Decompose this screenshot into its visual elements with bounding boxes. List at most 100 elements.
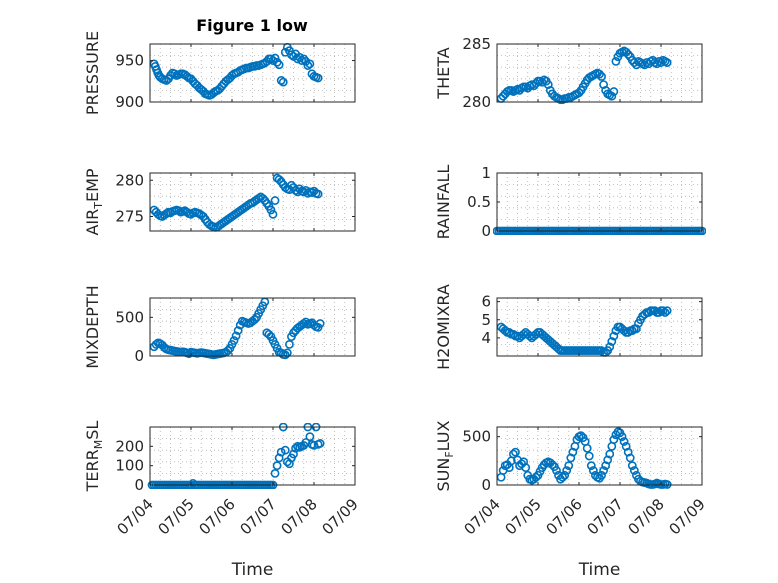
data-point xyxy=(276,76,286,85)
x-tick-label: 07/08 xyxy=(625,495,668,538)
data-point xyxy=(151,339,161,349)
data-point xyxy=(625,453,635,463)
data-point xyxy=(287,50,296,60)
axes-theta: 280 285 THETA xyxy=(434,35,703,111)
figure-title: Figure 1 low xyxy=(196,16,308,35)
axes-frame xyxy=(496,426,703,486)
data-point xyxy=(619,437,629,446)
y-tick-label: 1 xyxy=(481,164,491,182)
data-point xyxy=(605,449,615,459)
axes-frame xyxy=(149,43,356,103)
data-point xyxy=(656,58,666,67)
data-point xyxy=(531,472,541,482)
data-point xyxy=(619,326,629,336)
data-point xyxy=(511,447,520,457)
series-markers xyxy=(149,297,325,360)
data-point xyxy=(278,77,288,87)
data-point xyxy=(276,348,286,358)
data-point xyxy=(301,317,311,327)
x-tick-label: 07/06 xyxy=(196,495,239,538)
data-point xyxy=(531,329,541,339)
data-point xyxy=(609,331,619,341)
y-tick-label: 0 xyxy=(134,476,144,494)
data-point xyxy=(617,432,627,442)
axes-frame xyxy=(149,426,356,486)
data-point xyxy=(564,461,574,471)
data-point xyxy=(611,57,621,66)
data-point xyxy=(599,466,608,475)
x-tick-label: 07/07 xyxy=(584,495,627,538)
y-tick-label: 0.5 xyxy=(467,193,491,211)
series-markers xyxy=(496,427,672,489)
data-point xyxy=(282,348,292,358)
y-tick-label: 280 xyxy=(115,171,144,189)
data-point xyxy=(280,445,290,455)
data-point xyxy=(313,73,323,83)
y-tick-label: 275 xyxy=(115,208,144,226)
y-tick-label: 6 xyxy=(481,293,491,311)
data-point xyxy=(582,443,592,453)
y-tick-label: 4 xyxy=(481,329,491,347)
data-point xyxy=(576,431,586,441)
data-point xyxy=(166,71,175,80)
data-point xyxy=(223,346,233,355)
data-point xyxy=(500,326,510,336)
axes-frame xyxy=(149,297,356,357)
data-point xyxy=(562,466,572,475)
data-point xyxy=(629,58,639,67)
y-axis-label: H2OMIXRA xyxy=(434,284,453,370)
x-tick-label: 07/06 xyxy=(543,495,586,538)
data-point xyxy=(231,331,241,341)
axes-mixdepth: 0 500 MIXDEPTH xyxy=(83,285,356,369)
y-tick-label: 100 xyxy=(115,457,144,475)
data-point xyxy=(284,339,294,349)
data-point xyxy=(547,460,557,470)
y-axis-label: THETA xyxy=(434,47,453,99)
y-axis-label: TERRMSL xyxy=(83,421,105,493)
data-point xyxy=(607,337,617,346)
x-tick-label: 07/09 xyxy=(319,495,362,538)
data-point xyxy=(184,349,194,359)
series-markers xyxy=(496,46,672,105)
y-axis-label: AIRTEMP xyxy=(83,168,105,235)
data-point xyxy=(305,432,315,442)
data-point xyxy=(299,319,309,328)
data-point xyxy=(660,308,670,317)
data-point xyxy=(609,87,619,96)
data-point xyxy=(658,306,668,316)
data-point xyxy=(268,209,278,219)
data-point xyxy=(558,472,567,482)
data-point xyxy=(509,449,518,459)
data-point xyxy=(662,306,672,316)
data-point xyxy=(640,309,649,319)
data-point xyxy=(560,470,570,480)
data-point xyxy=(270,196,280,205)
data-point xyxy=(293,54,302,64)
data-point xyxy=(305,59,315,69)
data-point xyxy=(597,346,606,355)
data-point xyxy=(170,69,179,79)
y-tick-label: 0 xyxy=(481,476,491,494)
data-point xyxy=(629,466,639,475)
data-point xyxy=(303,61,313,70)
y-tick-label: 500 xyxy=(462,428,491,446)
data-point xyxy=(297,56,307,65)
data-point xyxy=(623,328,633,337)
data-point xyxy=(588,466,598,475)
x-tick-label: 07/05 xyxy=(502,495,545,538)
data-point xyxy=(584,451,594,461)
data-point xyxy=(632,324,641,334)
data-point xyxy=(650,306,660,316)
x-tick-label: 07/07 xyxy=(237,495,280,538)
x-tick-label: 07/08 xyxy=(278,495,321,538)
x-axis-label: Time xyxy=(231,560,274,580)
data-point xyxy=(270,53,280,63)
series-markers xyxy=(149,173,323,232)
data-point xyxy=(521,463,531,472)
y-tick-label: 950 xyxy=(115,52,144,70)
y-tick-label: 5 xyxy=(481,311,491,329)
